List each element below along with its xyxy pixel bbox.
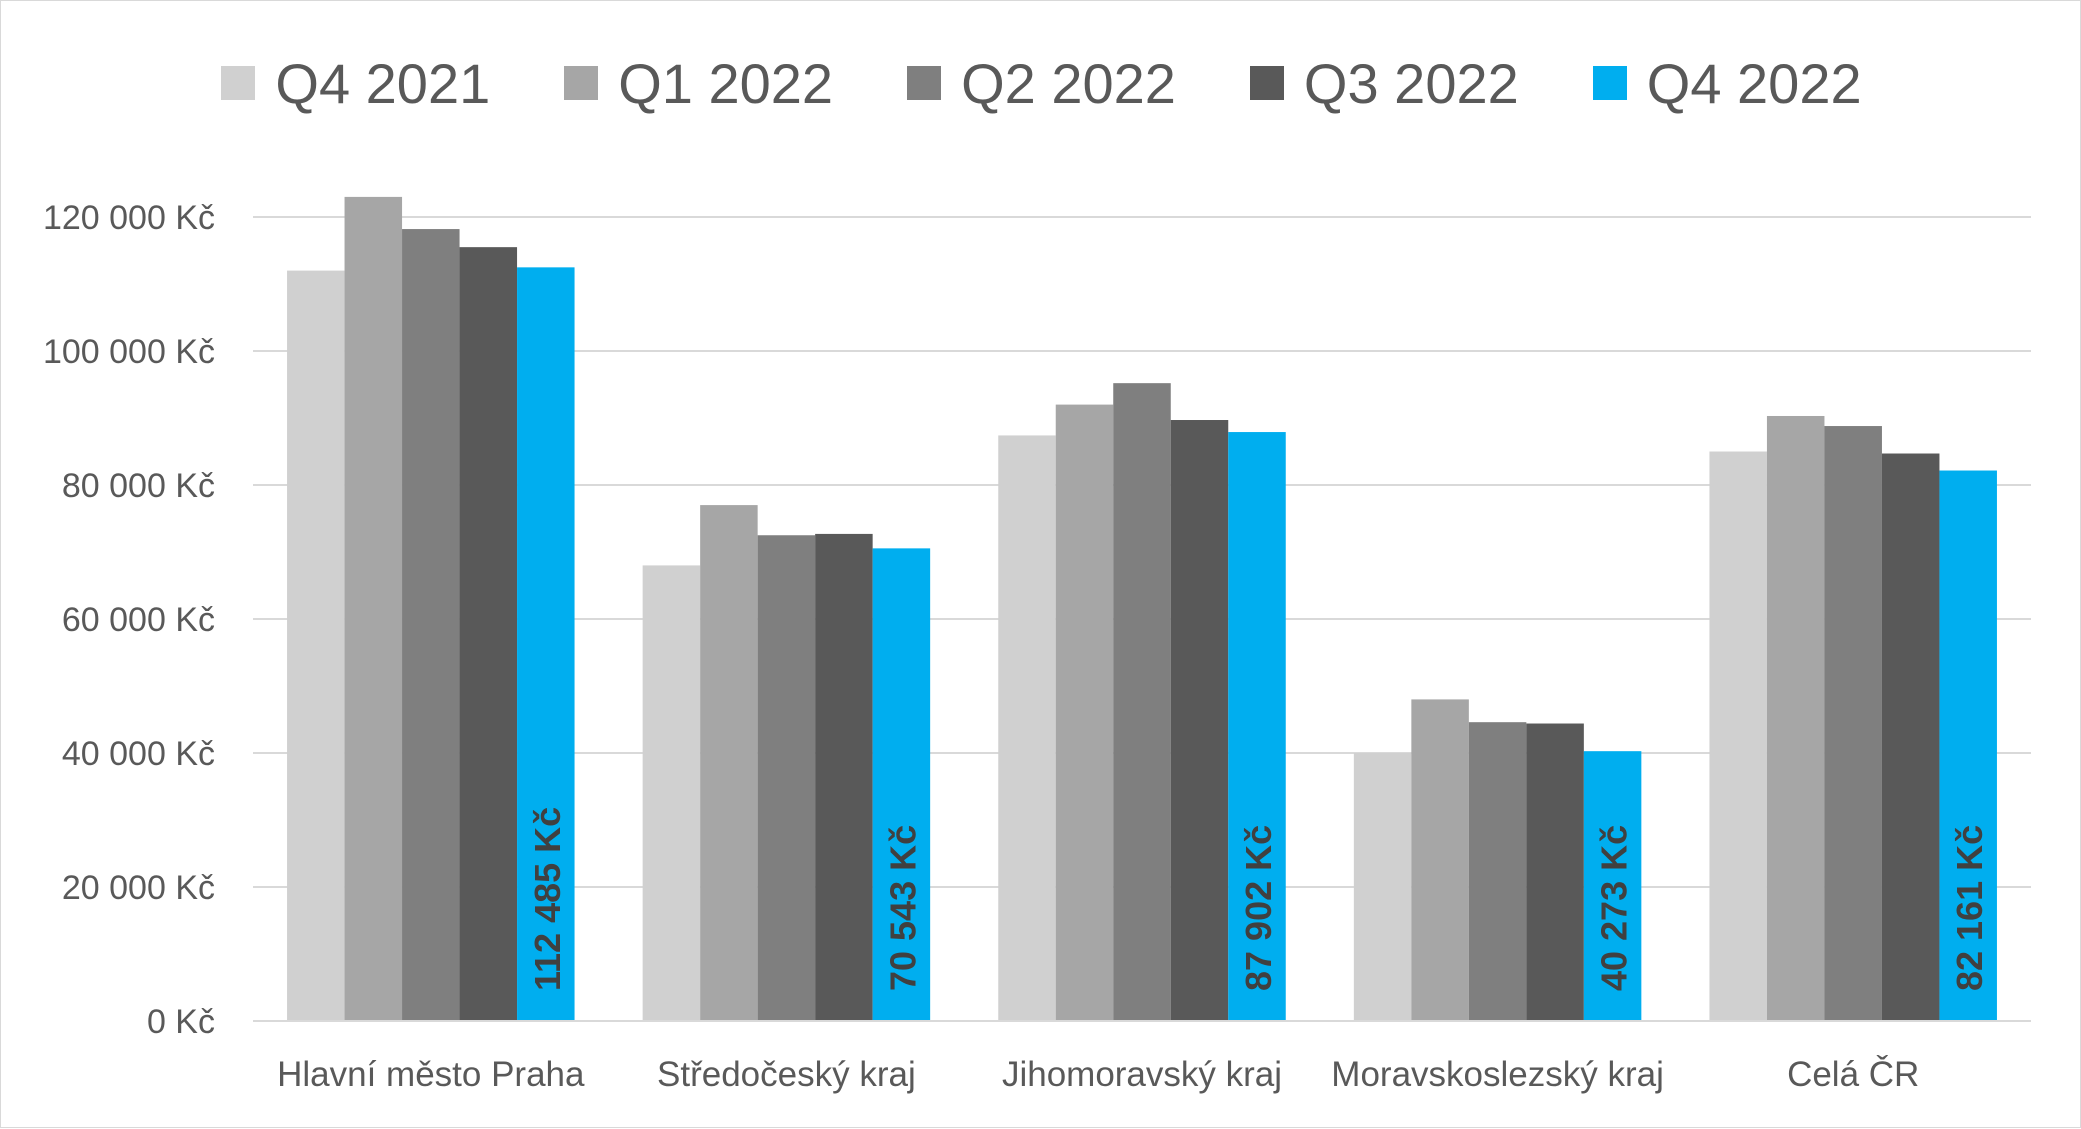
legend-swatch (907, 66, 942, 100)
legend-label: Q2 2022 (961, 51, 1176, 115)
x-tick-label: Jihomoravský kraj (1002, 1055, 1282, 1094)
y-tick-label: 80 000 Kč (62, 467, 215, 505)
bar-q4-2022 (872, 548, 931, 1021)
y-tick-label: 60 000 Kč (62, 601, 215, 639)
y-tick-label: 40 000 Kč (62, 735, 215, 773)
y-tick-label: 0 Kč (147, 1003, 215, 1041)
bar-q4-2022 (1939, 470, 1997, 1021)
legend: Q4 2021 Q1 2022 Q2 2022 Q3 2022 Q4 2022 (1, 43, 2081, 123)
legend-label: Q4 2022 (1646, 51, 1862, 115)
bar-q2-2022 (757, 535, 816, 1021)
x-tick-label: Hlavní město Praha (277, 1055, 585, 1094)
legend-item: Q1 2022 (564, 51, 833, 116)
x-tick-label: Středočeský kraj (657, 1055, 916, 1094)
legend-label: Q1 2022 (618, 51, 834, 115)
bar-q2-2022 (1824, 426, 1882, 1021)
bar-q3-2022 (1170, 420, 1229, 1021)
x-tick-label: Moravskoslezský kraj (1331, 1055, 1664, 1094)
bar-q2-2022 (402, 229, 460, 1021)
bar-q1-2022 (700, 505, 758, 1022)
legend-label: Q4 2021 (275, 51, 491, 115)
legend-item: Q2 2022 (907, 51, 1176, 116)
bar-q3-2022 (1881, 453, 1940, 1021)
bar-q4-2021 (1709, 451, 1767, 1021)
bar-q4-2021 (998, 435, 1056, 1021)
data-label: 112 485 Kč (527, 807, 568, 991)
legend-swatch (221, 66, 256, 100)
bar-q1-2022 (1055, 404, 1114, 1022)
data-label: 82 161 Kč (1949, 825, 1990, 991)
y-tick-label: 100 000 Kč (43, 333, 215, 371)
bar-q3-2022 (459, 247, 518, 1021)
bar-q4-2022 (517, 267, 575, 1022)
data-label: 87 902 Kč (1238, 825, 1279, 991)
legend-swatch (1249, 66, 1284, 100)
bar-q1-2022 (1766, 415, 1825, 1021)
bar-q2-2022 (1113, 383, 1171, 1021)
bar-q4-2022 (1583, 751, 1642, 1021)
legend-item: Q4 2022 (1592, 51, 1862, 116)
y-tick-label: 20 000 Kč (62, 869, 215, 907)
legend-item: Q4 2021 (221, 51, 490, 116)
bar-q1-2022 (344, 196, 403, 1021)
bar-q3-2022 (815, 533, 873, 1021)
bar-q4-2021 (287, 270, 345, 1022)
legend-label: Q3 2022 (1303, 51, 1519, 115)
bar-q1-2022 (1411, 699, 1469, 1021)
legend-item: Q3 2022 (1249, 51, 1519, 116)
data-label: 40 273 Kč (1594, 825, 1635, 991)
x-tick-label: Celá ČR (1787, 1055, 1919, 1094)
legend-swatch (1592, 66, 1627, 100)
y-tick-label: 120 000 Kč (43, 199, 215, 237)
bar-q3-2022 (1526, 723, 1584, 1021)
bar-q4-2021 (642, 565, 701, 1021)
bar-q4-2022 (1228, 432, 1286, 1021)
bar-q4-2021 (1353, 753, 1412, 1021)
legend-swatch (564, 66, 599, 100)
bar-q2-2022 (1468, 722, 1527, 1021)
data-label: 70 543 Kč (882, 825, 923, 991)
